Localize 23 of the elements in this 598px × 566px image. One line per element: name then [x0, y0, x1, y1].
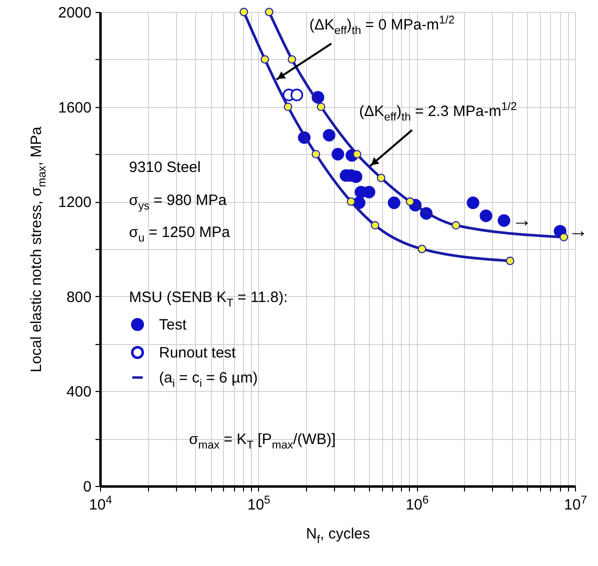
legend-label: Runout test	[159, 344, 237, 362]
y-tick-label: 2000	[58, 4, 92, 22]
y-tick-label: 800	[66, 288, 92, 306]
y-tick-label: 400	[66, 384, 92, 401]
x-tick-label: 10$^{7}$	[564, 494, 587, 514]
x-axis-title: N$_{f}$, cycles	[306, 526, 370, 546]
annotation: →	[512, 210, 532, 232]
y-tick-label: 0	[83, 478, 92, 496]
legend-label: (a$_{i}$ = c$_{i}$ = 6 µm)	[159, 370, 258, 390]
annotation: →	[568, 220, 588, 242]
x-tick-label: 10$^{4}$	[89, 494, 112, 514]
x-tick-label: 10$^{5}$	[247, 494, 270, 514]
y-tick-label: 1200	[58, 194, 92, 212]
x-tick-label: 10$^{6}$	[406, 494, 429, 514]
y-tick-label: 1600	[58, 99, 92, 116]
annotation: (ΔK$_{eff}$)$_{th}$ = 0 MPa-m$^{1/2}$	[309, 14, 455, 38]
annotation: σ$_{u}$ = 1250 MPa	[129, 224, 231, 244]
annotation: (ΔK$_{eff}$)$_{th}$ = 2.3 MPa-m$^{1/2}$	[359, 101, 517, 124]
annotation: MSU (SENB K$_{T}$ = 11.8):	[129, 289, 288, 310]
annotation: σ$_{max}$ = K$_{T}$ [P$_{max}$/(WB)]	[189, 431, 336, 452]
annotation: 9310 Steel	[129, 159, 201, 176]
annotation: σ$_{ys}$ = 980 MPa	[129, 192, 228, 212]
legend-label: Test	[159, 316, 188, 334]
